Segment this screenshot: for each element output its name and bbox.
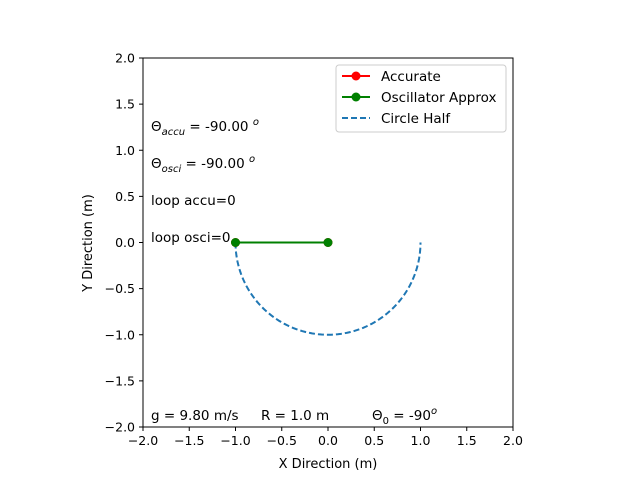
y-tick-label: −0.5 [105,281,135,296]
axis-ticks: −2.0 −1.5 −1.0 −0.5 0.0 0.5 1.0 1.5 2.0 −2.0 −1.5 −… [105,51,523,449]
x-tick-label: 1.5 [457,433,477,448]
x-tick-label: 0.5 [364,433,384,448]
x-tick-label: 1.0 [411,433,431,448]
x-axis-label: X Direction (m) [279,457,378,472]
y-tick-label: 1.0 [115,143,135,158]
y-axis-label: Y Direction (m) [81,194,96,293]
oscillator-approx-point [323,238,333,247]
y-tick-label: 1.5 [115,97,135,112]
y-tick-label: −1.0 [105,327,135,342]
loop-accu-annotation: loop accu=0 [151,193,236,209]
gravity-annotation: g = 9.80 m/s [151,408,239,424]
y-tick-label: 0.5 [115,189,135,204]
y-tick-label: 0.0 [115,235,135,250]
radius-annotation: R = 1.0 m [261,408,329,424]
y-tick-label: −2.0 [105,420,135,435]
legend-box [335,64,507,133]
x-tick-label: −1.0 [220,433,250,448]
series-layer [231,238,422,336]
x-tick-label: 2.0 [503,433,523,448]
legend-circle-label: Circle Half [381,111,451,127]
theta-accu-annotation: Θaccu = -90.00 o [151,117,259,138]
y-tick-label: 2.0 [115,51,135,66]
loop-osci-annotation: loop osci=0 [151,230,231,246]
circle-half-series [234,242,422,336]
legend: Accurate Oscillator Approx Circle Half [335,64,507,133]
y-tick-label: −1.5 [105,373,135,388]
x-tick-label: −2.0 [128,433,158,448]
x-tick-label: −1.5 [174,433,204,448]
legend-accurate-marker [351,71,361,81]
oscillator-approx-point [231,238,240,247]
legend-oscillator-label: Oscillator Approx [381,90,496,106]
x-tick-label: 0.0 [318,433,338,448]
legend-accurate-label: Accurate [381,69,441,85]
x-tick-label: −0.5 [267,433,297,448]
theta-osci-annotation: Θosci = -90.00 o [151,154,255,175]
theta0-annotation: Θ0 = -90o [372,406,437,427]
legend-oscillator-marker [351,92,361,102]
